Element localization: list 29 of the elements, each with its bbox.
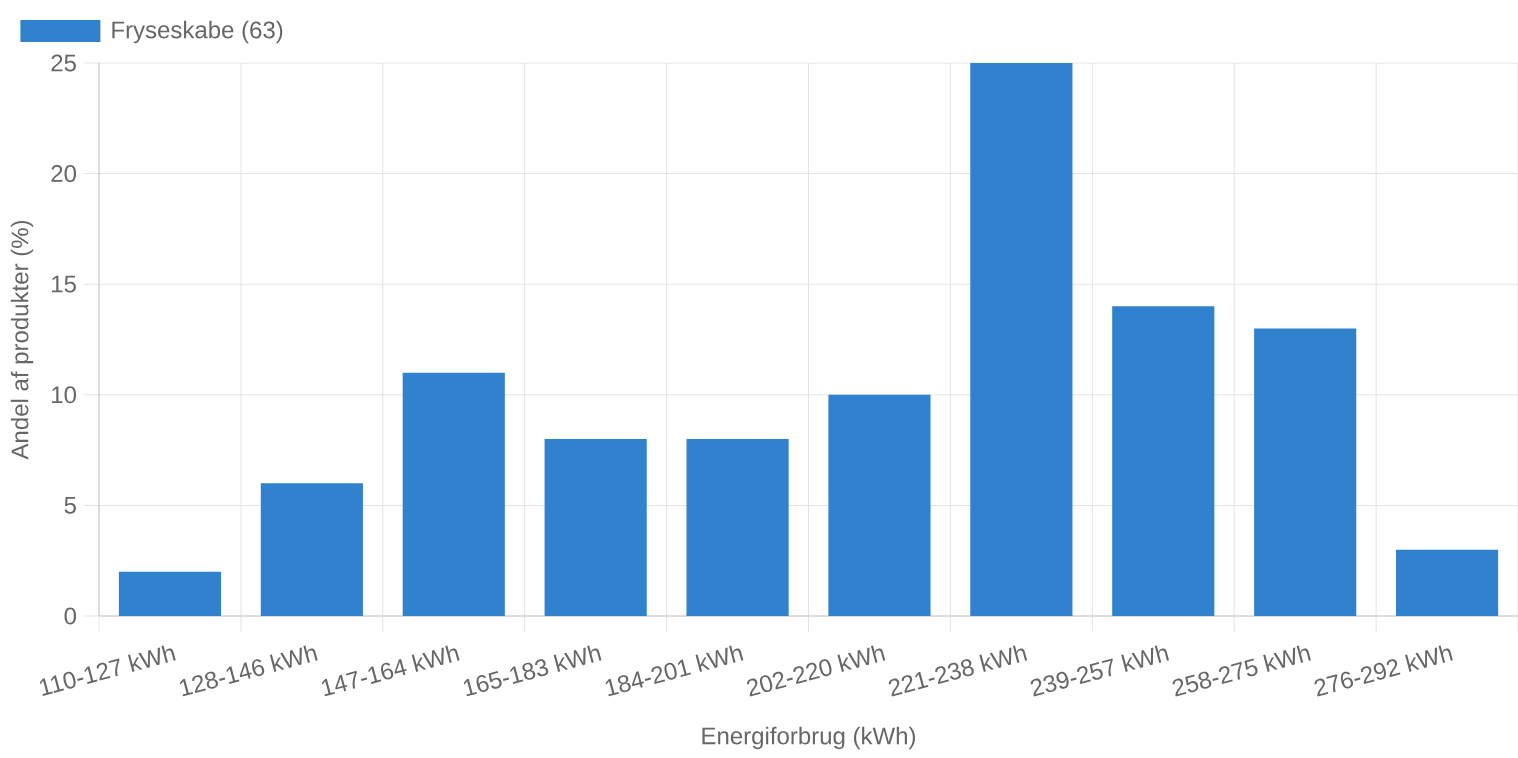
- y-tick-label: 20: [51, 165, 77, 183]
- y-tick-label: 10: [52, 386, 77, 404]
- x-tick-label: 258-275 kWh: [1172, 645, 1311, 697]
- x-tick-label: 202-220 kWh: [746, 645, 886, 697]
- bar: [544, 439, 647, 616]
- y-tick-label: 15: [52, 275, 76, 293]
- x-tick-label: 147-164 kWh: [321, 645, 460, 697]
- bar: [260, 483, 363, 616]
- y-tick-label: 0: [64, 607, 77, 625]
- bar: [828, 394, 931, 616]
- y-tick-label: 5: [64, 497, 76, 514]
- x-tick-label: 128-146 kWh: [179, 645, 318, 697]
- y-tick-label: 25: [51, 54, 76, 72]
- bar: [118, 571, 222, 616]
- bar: [970, 62, 1073, 616]
- x-tick-label: 239-257 kWh: [1030, 645, 1170, 697]
- x-tick-label: 276-292 kWh: [1314, 645, 1453, 697]
- x-tick-label: 221-238 kWh: [888, 645, 1028, 697]
- x-axis-title: Energiforbrug (kWh): [702, 726, 916, 750]
- x-tick-label: 165-183 kWh: [463, 645, 602, 697]
- bar: [1112, 306, 1215, 616]
- x-tick-label: 110-127 kWh: [39, 645, 176, 696]
- bar: [402, 372, 505, 616]
- legend-label: Fryseskabe (63): [112, 20, 283, 44]
- bar: [686, 439, 789, 616]
- y-axis-title: Andel af produkter (%): [10, 220, 34, 460]
- bar: [1395, 549, 1499, 616]
- x-tick-label: 184-201 kWh: [605, 645, 744, 697]
- bar: [1254, 328, 1357, 616]
